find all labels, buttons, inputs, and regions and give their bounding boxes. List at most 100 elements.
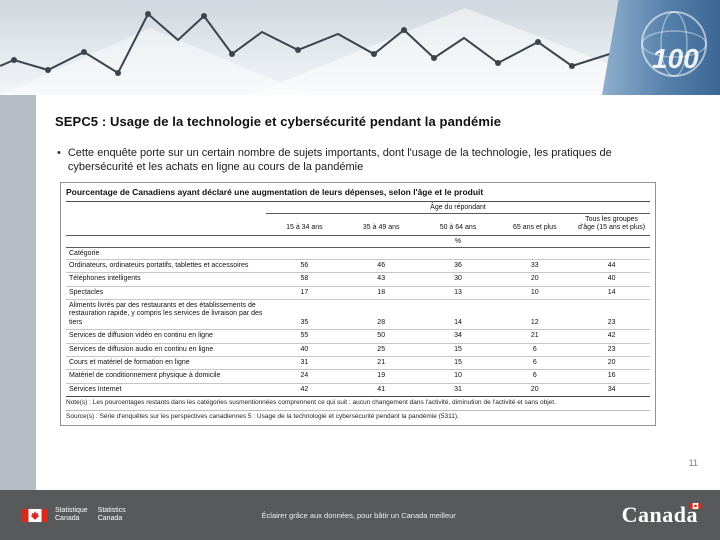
blank-cell (66, 213, 266, 236)
row-label: Services Internet (66, 383, 266, 398)
cell-value: 43 (342, 272, 420, 287)
cell-value: 36 (419, 259, 497, 274)
blank-cell (266, 247, 650, 260)
row-label: Services de diffusion audio en continu e… (66, 343, 266, 357)
cell-value: 41 (342, 383, 420, 398)
banner: 100 (0, 0, 720, 95)
table-row: Téléphones intelligents 58 43 30 20 40 (66, 272, 650, 287)
banner-background-shapes (0, 8, 690, 95)
unit-row: % (66, 235, 650, 248)
cell-value: 16 (573, 369, 650, 384)
column-header: 50 à 64 ans (419, 213, 497, 236)
table-row: Ordinateurs, ordinateurs portatifs, tabl… (66, 259, 650, 274)
cell-value: 55 (266, 329, 343, 344)
cell-value: 14 (419, 299, 497, 331)
table-note: Note(s) : Les pourcentages restants dans… (66, 399, 650, 411)
agency-en-line1: Statistics (97, 506, 126, 514)
table-title: Pourcentage de Canadiens ayant déclaré u… (66, 187, 650, 203)
bullet-marker: • (57, 147, 61, 159)
bullet-text: Cette enquête porte sur un certain nombr… (67, 147, 612, 174)
cell-value: 21 (496, 329, 574, 344)
cell-value: 6 (496, 369, 574, 384)
agency-names: Statistique Canada Statistics Canada (55, 507, 126, 523)
footer-bar: Statistique Canada Statistics Canada Écl… (0, 490, 720, 540)
table-row: Cours et matériel de formation en ligne … (66, 356, 650, 371)
canada-wordmark: Canada (621, 502, 701, 528)
cell-value: 14 (573, 286, 650, 301)
table-row: Spectacles 17 18 13 10 14 (66, 286, 650, 301)
cell-value: 56 (266, 259, 343, 274)
row-label: Matériel de conditionnement physique à d… (66, 369, 266, 384)
agency-fr-line1: Statistique (55, 506, 88, 514)
table-row: Services Internet 42 41 31 20 34 (66, 383, 650, 398)
footer-motto: Éclairer grâce aux données, pour bâtir u… (261, 510, 456, 520)
row-label: Ordinateurs, ordinateurs portatifs, tabl… (66, 259, 266, 274)
corner-cell (66, 202, 266, 214)
row-label: Spectacles (66, 286, 266, 301)
unit-label: % (266, 235, 650, 248)
cell-value: 58 (266, 272, 343, 287)
cell-value: 42 (266, 383, 343, 398)
table-row: Services de diffusion vidéo en continu e… (66, 329, 650, 344)
cell-value: 20 (573, 356, 650, 371)
column-group-header: Âge du répondant (266, 202, 650, 215)
cell-value: 17 (266, 286, 343, 301)
cell-value: 10 (419, 369, 497, 384)
spending-table: Âge du répondant 15 à 34 ans 35 à 49 ans… (66, 202, 650, 398)
cell-value: 28 (342, 299, 420, 331)
table-row: Matériel de conditionnement physique à d… (66, 369, 650, 384)
canada-wordmark-flag-icon (690, 503, 701, 509)
cell-value: 12 (496, 299, 574, 331)
table-row: Aliments livrés par des restaurants et d… (66, 299, 650, 331)
cell-value: 15 (419, 356, 497, 371)
cell-value: 34 (419, 329, 497, 344)
cell-value: 30 (419, 272, 497, 287)
cell-value: 46 (342, 259, 420, 274)
line-chart-graphic (0, 12, 617, 75)
row-label: Cours et matériel de formation en ligne (66, 356, 266, 371)
cell-value: 23 (573, 343, 650, 357)
statcan-signature: Statistique Canada Statistics Canada (22, 507, 126, 523)
cell-value: 20 (496, 383, 574, 398)
row-group-header: Catégorie (66, 247, 266, 260)
canada-wordmark-text: Canada (621, 502, 698, 527)
cell-value: 10 (496, 286, 574, 301)
agency-fr-line2: Canada (55, 515, 80, 522)
page-number: 11 (688, 458, 698, 468)
cell-value: 44 (573, 259, 650, 274)
agency-en-line2: Canada (97, 515, 123, 522)
cell-value: 20 (496, 272, 574, 287)
cell-value: 25 (342, 343, 420, 357)
cell-value: 40 (266, 343, 343, 357)
left-accent-strip (0, 95, 36, 490)
cell-value: 50 (342, 329, 420, 344)
column-header-row: 15 à 34 ans 35 à 49 ans 50 à 64 ans 65 a… (66, 213, 650, 236)
table-row: Services de diffusion audio en continu e… (66, 343, 650, 357)
bullet-item: • Cette enquête porte sur un certain nom… (57, 146, 652, 175)
line-chart-markers (11, 11, 575, 76)
cell-value: 24 (266, 369, 343, 384)
cell-value: 13 (419, 286, 497, 301)
cell-value: 6 (496, 356, 574, 371)
cell-value: 34 (573, 383, 650, 398)
banner-blue-panel: 100 (602, 0, 720, 95)
row-label: Téléphones intelligents (66, 272, 266, 287)
cell-value: 42 (573, 329, 650, 344)
slide-title: SEPC5 : Usage de la technologie et cyber… (55, 114, 502, 129)
row-group-row: Catégorie (66, 247, 650, 260)
cell-value: 19 (342, 369, 420, 384)
row-label: Services de diffusion vidéo en continu e… (66, 329, 266, 344)
canada-flag-icon (22, 508, 48, 522)
anniversary-100-label: 100 (652, 43, 699, 74)
column-group-row: Âge du répondant (66, 202, 650, 215)
cell-value: 33 (496, 259, 574, 274)
spending-table-card: Pourcentage de Canadiens ayant déclaré u… (60, 182, 656, 426)
column-header: 35 à 49 ans (342, 213, 420, 236)
column-header: 15 à 34 ans (266, 213, 343, 236)
cell-value: 18 (342, 286, 420, 301)
cell-value: 40 (573, 272, 650, 287)
cell-value: 31 (266, 356, 343, 371)
table-source: Source(s) : Série d'enquêtes sur les per… (66, 412, 459, 420)
globe-100-icon: 100 (606, 2, 718, 95)
